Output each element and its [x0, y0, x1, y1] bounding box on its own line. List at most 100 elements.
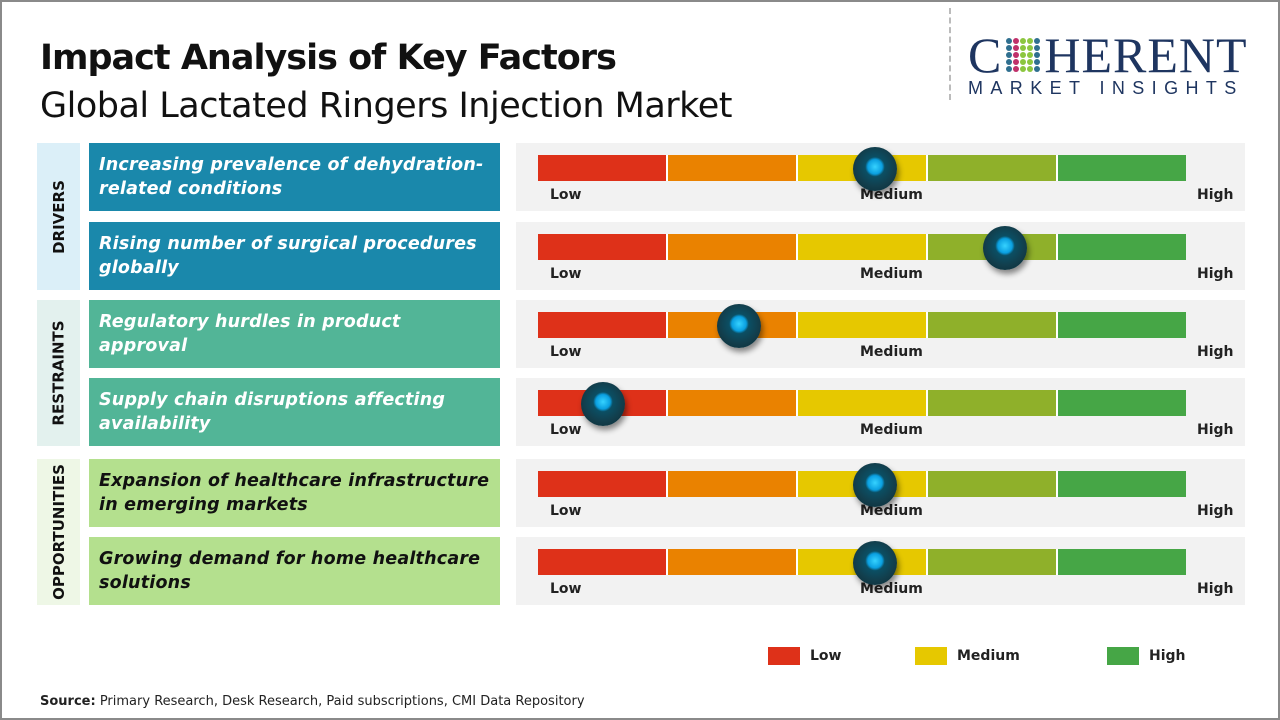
gauge-segment: [1058, 471, 1186, 497]
impact-gauge: Low Medium High: [516, 222, 1245, 290]
globe-dot: [1034, 45, 1041, 51]
page-title: Impact Analysis of Key Factors: [40, 38, 617, 78]
legend-item: Medium: [915, 647, 1020, 665]
globe-dot: [1006, 52, 1013, 58]
scale-high: High: [1197, 187, 1234, 203]
scale-medium: Medium: [860, 187, 923, 203]
gauge-segment: [668, 390, 798, 416]
factor-label: Regulatory hurdles in product approval: [89, 300, 500, 368]
scale-medium: Medium: [860, 266, 923, 282]
gauge-segment: [1058, 390, 1186, 416]
globe-dot: [1020, 66, 1027, 72]
gauge-segment: [538, 155, 668, 181]
category-drivers: DRIVERS: [37, 143, 80, 290]
impact-gauge: Low Medium High: [516, 300, 1245, 368]
globe-dot: [1006, 66, 1013, 72]
impact-gauge: Low Medium High: [516, 378, 1245, 446]
gauge-segment: [928, 312, 1058, 338]
globe-icon: [1006, 38, 1041, 72]
globe-dot: [1027, 66, 1034, 72]
category-restraints: RESTRAINTS: [37, 300, 80, 446]
globe-dot: [1006, 45, 1013, 51]
scale-low: Low: [550, 266, 582, 282]
globe-dot: [1013, 45, 1020, 51]
logo-text: C: [968, 27, 1003, 83]
globe-dot: [1006, 59, 1013, 65]
impact-gauge: Low Medium High: [516, 143, 1245, 211]
factor-label: Increasing prevalence of dehydration-rel…: [89, 143, 500, 211]
legend-item: Low: [768, 647, 841, 665]
gauge-segment: [1058, 549, 1186, 575]
divider: [949, 8, 951, 100]
legend-swatch: [768, 647, 800, 665]
scale-high: High: [1197, 581, 1234, 597]
logo-subtext: MARKET INSIGHTS: [968, 78, 1244, 98]
scale-low: Low: [550, 503, 582, 519]
globe-dot: [1020, 59, 1027, 65]
scale-high: High: [1197, 422, 1234, 438]
legend-item: High: [1107, 647, 1186, 665]
globe-dot: [1027, 45, 1034, 51]
globe-dot: [1020, 38, 1027, 44]
gauge-bar: [538, 234, 1186, 260]
globe-dot: [1027, 59, 1034, 65]
scale-low: Low: [550, 422, 582, 438]
gauge-segment: [538, 549, 668, 575]
gauge-segment: [798, 312, 928, 338]
gauge-segment: [928, 155, 1058, 181]
globe-dot: [1013, 66, 1020, 72]
gauge-segment: [928, 549, 1058, 575]
category-label: RESTRAINTS: [49, 320, 68, 426]
gauge-segment: [798, 234, 928, 260]
source-note: Source: Primary Research, Desk Research,…: [40, 694, 585, 709]
factor-label: Supply chain disruptions affecting avail…: [89, 378, 500, 446]
globe-dot: [1013, 52, 1020, 58]
legend-swatch: [1107, 647, 1139, 665]
impact-marker: [580, 382, 625, 426]
scale-medium: Medium: [860, 344, 923, 360]
gauge-segment: [668, 234, 798, 260]
factor-label: Rising number of surgical procedures glo…: [89, 222, 500, 290]
impact-marker: [982, 226, 1027, 270]
scale-low: Low: [550, 187, 582, 203]
page-subtitle: Global Lactated Ringers Injection Market: [40, 86, 732, 126]
gauge-bar: [538, 471, 1186, 497]
scale-high: High: [1197, 266, 1234, 282]
logo-text: HERENT: [1044, 27, 1248, 83]
impact-marker: [852, 147, 897, 191]
globe-dot: [1013, 38, 1020, 44]
impact-gauge: Low Medium High: [516, 459, 1245, 527]
legend-label: Medium: [957, 648, 1020, 664]
gauge-segment: [668, 155, 798, 181]
globe-dot: [1034, 66, 1041, 72]
globe-dot: [1034, 59, 1041, 65]
gauge-segment: [1058, 155, 1186, 181]
globe-dot: [1020, 52, 1027, 58]
globe-dot: [1027, 52, 1034, 58]
category-label: OPPORTUNITIES: [49, 464, 68, 600]
gauge-bar: [538, 390, 1186, 416]
legend-label: High: [1149, 648, 1186, 664]
globe-dot: [1034, 52, 1041, 58]
scale-medium: Medium: [860, 581, 923, 597]
scale-low: Low: [550, 344, 582, 360]
impact-gauge: Low Medium High: [516, 537, 1245, 605]
gauge-segment: [668, 549, 798, 575]
legend-swatch: [915, 647, 947, 665]
category-label: DRIVERS: [49, 179, 68, 254]
globe-dot: [1027, 38, 1034, 44]
gauge-segment: [538, 471, 668, 497]
scale-high: High: [1197, 503, 1234, 519]
source-text: Primary Research, Desk Research, Paid su…: [95, 694, 585, 709]
factor-label: Expansion of healthcare infrastructure i…: [89, 459, 500, 527]
scale-high: High: [1197, 344, 1234, 360]
gauge-segment: [538, 234, 668, 260]
gauge-segment: [928, 471, 1058, 497]
scale-low: Low: [550, 581, 582, 597]
gauge-segment: [538, 312, 668, 338]
globe-dot: [1034, 38, 1041, 44]
globe-dot: [1006, 38, 1013, 44]
gauge-segment: [1058, 234, 1186, 260]
gauge-segment: [1058, 312, 1186, 338]
scale-medium: Medium: [860, 503, 923, 519]
